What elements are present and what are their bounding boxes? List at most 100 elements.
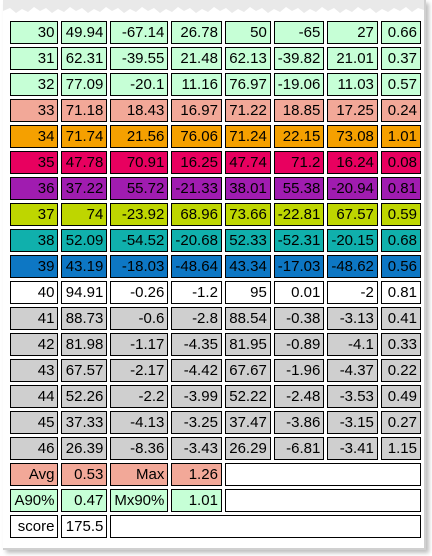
delta-e-cell: 0.68 [380, 229, 421, 252]
measured-a-cell: -4.13 [110, 411, 169, 434]
patch-number-cell: 34 [10, 125, 59, 148]
table-row: 38 52.09 -54.52 -20.68 52.33 -52.31 -20.15 0.68 [10, 229, 421, 252]
max-label: Max [110, 463, 169, 486]
table-row: 39 43.19 -18.03 -48.64 43.34 -17.03 -48.62 0.56 [10, 255, 421, 278]
reference-a-cell: -52.31 [273, 229, 325, 252]
reference-a-cell: -65 [273, 21, 325, 44]
patch-number-cell: 40 [10, 281, 59, 304]
table-body: 30 49.94 -67.14 26.78 50 -65 27 0.66 31 62.31 -39.… [10, 21, 421, 460]
patch-number-cell: 33 [10, 99, 59, 122]
patch-number-cell: 31 [10, 47, 59, 70]
patch-number-cell: 46 [10, 437, 59, 460]
avg-value: 0.53 [61, 463, 108, 486]
reference-b-cell: -4.1 [327, 333, 378, 356]
patch-number-cell: 37 [10, 203, 59, 226]
table-row: 43 67.57 -2.17 -4.42 67.67 -1.96 -4.37 0.22 [10, 359, 421, 382]
reference-a-cell: -6.81 [273, 437, 325, 460]
patch-number-cell: 35 [10, 151, 59, 174]
measured-a-cell: -54.52 [110, 229, 169, 252]
measured-b-cell: 21.48 [171, 47, 222, 70]
table-row: 41 88.73 -0.6 -2.8 88.54 -0.38 -3.13 0.41 [10, 307, 421, 330]
measured-l-cell: 77.09 [61, 73, 108, 96]
reference-b-cell: -20.94 [327, 177, 378, 200]
measured-l-cell: 26.39 [61, 437, 108, 460]
delta-e-cell: 0.24 [380, 99, 421, 122]
measured-a-cell: 18.43 [110, 99, 169, 122]
reference-l-cell: 62.13 [224, 47, 271, 70]
table-row: 36 37.22 55.72 -21.33 38.01 55.38 -20.94 0.81 [10, 177, 421, 200]
reference-b-cell: -3.15 [327, 411, 378, 434]
delta-e-cell: 0.66 [380, 21, 421, 44]
score-value: 175.5 [61, 515, 108, 538]
reference-l-cell: 38.01 [224, 177, 271, 200]
measured-l-cell: 94.91 [61, 281, 108, 304]
delta-e-cell: 0.33 [380, 333, 421, 356]
measured-b-cell: 16.97 [171, 99, 222, 122]
summary-section: Avg 0.53 Max 1.26 A90% 0.47 Mx90% 1.01 s… [10, 463, 421, 538]
reference-b-cell: -3.41 [327, 437, 378, 460]
measured-b-cell: -3.25 [171, 411, 222, 434]
max-value: 1.26 [171, 463, 222, 486]
delta-e-cell: 0.56 [380, 255, 421, 278]
measured-l-cell: 37.33 [61, 411, 108, 434]
reference-a-cell: -17.03 [273, 255, 325, 278]
mx90-value: 1.01 [171, 489, 222, 512]
reference-b-cell: -2 [327, 281, 378, 304]
measured-a-cell: -39.55 [110, 47, 169, 70]
reference-a-cell: -2.48 [273, 385, 325, 408]
reference-l-cell: 67.67 [224, 359, 271, 382]
empty-cell [224, 489, 421, 512]
patch-number-cell: 41 [10, 307, 59, 330]
measured-l-cell: 37.22 [61, 177, 108, 200]
delta-e-cell: 0.41 [380, 307, 421, 330]
table-row: 45 37.33 -4.13 -3.25 37.47 -3.86 -3.15 0.27 [10, 411, 421, 434]
reference-l-cell: 52.22 [224, 385, 271, 408]
measured-l-cell: 74 [61, 203, 108, 226]
reference-b-cell: 21.01 [327, 47, 378, 70]
measured-b-cell: -20.68 [171, 229, 222, 252]
avg-label: Avg [10, 463, 59, 486]
reference-b-cell: -20.15 [327, 229, 378, 252]
delta-e-cell: 0.59 [380, 203, 421, 226]
delta-e-cell: 0.22 [380, 359, 421, 382]
patch-number-cell: 30 [10, 21, 59, 44]
table-row: 32 77.09 -20.1 11.16 76.97 -19.06 11.03 0.57 [10, 73, 421, 96]
measured-a-cell: -8.36 [110, 437, 169, 460]
reference-l-cell: 88.54 [224, 307, 271, 330]
measured-b-cell: -21.33 [171, 177, 222, 200]
mx90-label: Mx90% [110, 489, 169, 512]
summary-row-avg-max: Avg 0.53 Max 1.26 [10, 463, 421, 486]
reference-a-cell: -0.38 [273, 307, 325, 330]
measured-b-cell: -4.42 [171, 359, 222, 382]
empty-cell [110, 515, 421, 538]
delta-e-cell: 0.81 [380, 177, 421, 200]
measured-b-cell: -4.35 [171, 333, 222, 356]
measured-b-cell: 11.16 [171, 73, 222, 96]
measured-b-cell: -1.2 [171, 281, 222, 304]
measured-b-cell: 26.78 [171, 21, 222, 44]
reference-a-cell: 18.85 [273, 99, 325, 122]
reference-l-cell: 76.97 [224, 73, 271, 96]
table-row: 44 52.26 -2.2 -3.99 52.22 -2.48 -3.53 0.49 [10, 385, 421, 408]
reference-a-cell: 55.38 [273, 177, 325, 200]
reference-a-cell: -0.89 [273, 333, 325, 356]
measured-a-cell: -0.26 [110, 281, 169, 304]
reference-l-cell: 43.34 [224, 255, 271, 278]
delta-e-cell: 0.57 [380, 73, 421, 96]
a90-label: A90% [10, 489, 59, 512]
measured-l-cell: 49.94 [61, 21, 108, 44]
reference-b-cell: 73.08 [327, 125, 378, 148]
reference-a-cell: 71.2 [273, 151, 325, 174]
reference-l-cell: 81.95 [224, 333, 271, 356]
measured-l-cell: 62.31 [61, 47, 108, 70]
measured-l-cell: 71.18 [61, 99, 108, 122]
measured-b-cell: 68.96 [171, 203, 222, 226]
measured-a-cell: -18.03 [110, 255, 169, 278]
patch-number-cell: 44 [10, 385, 59, 408]
measured-b-cell: -2.8 [171, 307, 222, 330]
delta-e-cell: 0.27 [380, 411, 421, 434]
measured-l-cell: 47.78 [61, 151, 108, 174]
measured-l-cell: 43.19 [61, 255, 108, 278]
measured-a-cell: -1.17 [110, 333, 169, 356]
summary-row-90-percent: A90% 0.47 Mx90% 1.01 [10, 489, 421, 512]
